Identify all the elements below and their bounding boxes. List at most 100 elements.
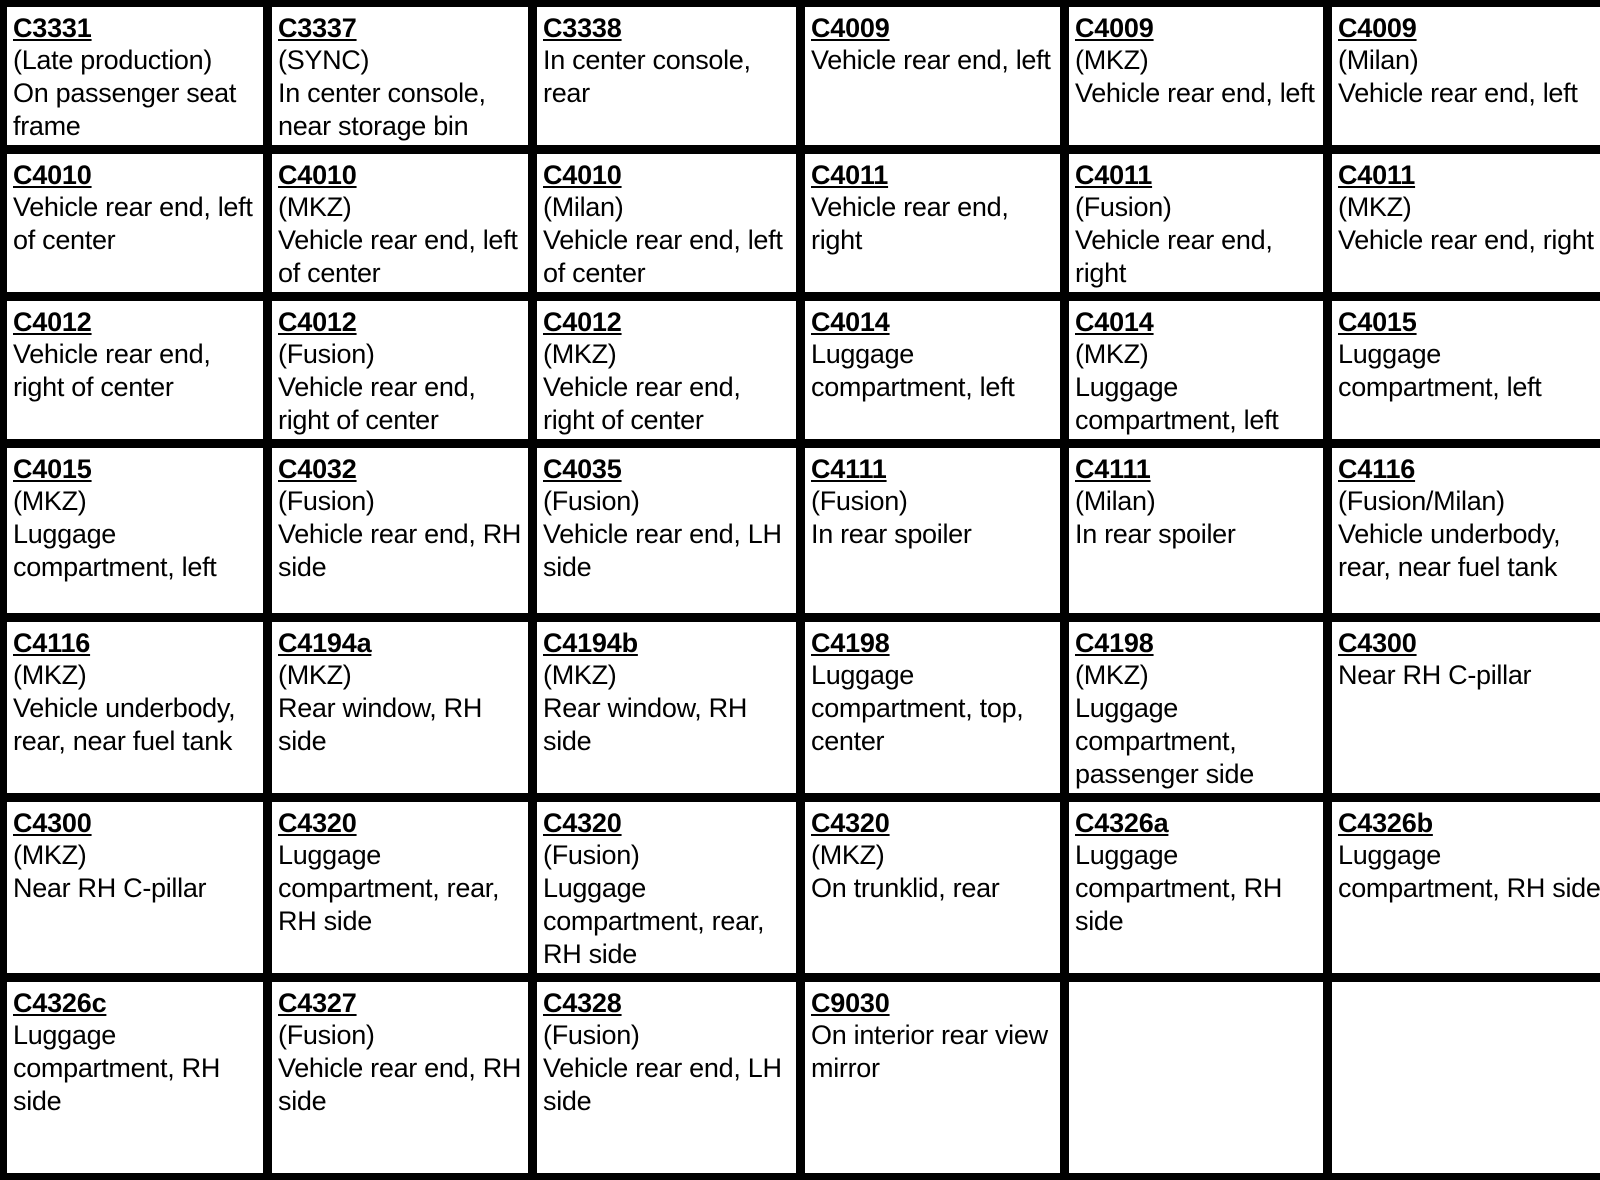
connector-location-description: In rear spoiler	[1075, 519, 1236, 549]
connector-id: C4194a	[278, 628, 372, 658]
connector-location-description: In center console, rear	[543, 45, 751, 108]
connector-id: C4326b	[1338, 808, 1433, 838]
connector-id: C4010	[13, 160, 92, 190]
connector-cell-body: C3331 (Late production) On passenger seat …	[5, 5, 265, 147]
connector-location-description: Luggage compartment, left	[1075, 372, 1279, 435]
connector-location-description: Luggage compartment, rear, RH side	[543, 873, 765, 969]
connector-location-description: Luggage compartment, rear, RH side	[278, 840, 500, 936]
connector-id: C4035	[543, 454, 622, 484]
table-row: C4012 Vehicle rear end, right of center C4…	[5, 299, 1600, 446]
connector-cell: C4116 (MKZ) Vehicle underbody, rear, near …	[5, 620, 270, 800]
connector-cell: C4035 (Fusion) Vehicle rear end, LH side	[535, 446, 803, 620]
connector-cell-body: C3338 In center console, rear	[535, 5, 798, 147]
connector-cell: C4014 (MKZ) Luggage compartment, left	[1067, 299, 1330, 446]
connector-cell: C4326a Luggage compartment, RH side	[1067, 800, 1330, 980]
connector-cell-body: C4011 (Fusion) Vehicle rear end, right	[1067, 152, 1325, 294]
connector-location-description: Vehicle rear end, left of center	[543, 225, 783, 288]
connector-location-description: In rear spoiler	[811, 519, 972, 549]
connector-cell: C4015 Luggage compartment, left	[1330, 299, 1600, 446]
connector-cell: C4116 (Fusion/Milan) Vehicle underbody, re…	[1330, 446, 1600, 620]
connector-location-description: On trunklid, rear	[811, 873, 1000, 903]
connector-id: C4326c	[13, 988, 107, 1018]
connector-cell: C4320 (Fusion) Luggage compartment, rear, …	[535, 800, 803, 980]
connector-cell: C3337 (SYNC) In center console, near stora…	[270, 5, 535, 152]
connector-location-description: On interior rear view mirror	[811, 1020, 1048, 1083]
connector-variant: (Late production)	[13, 45, 213, 75]
connector-id: C4111	[811, 454, 887, 484]
connector-cell: C4198 (MKZ) Luggage compartment, passenger…	[1067, 620, 1330, 800]
table-row: C4300 (MKZ) Near RH C-pillar C4320 Luggage c…	[5, 800, 1600, 980]
connector-cell-body: C4010 (MKZ) Vehicle rear end, left of cent…	[270, 152, 530, 294]
connector-cell: C4009 (MKZ) Vehicle rear end, left	[1067, 5, 1330, 152]
connector-cell-body: C4014 Luggage compartment, left	[803, 299, 1062, 441]
connector-id: C4012	[278, 307, 357, 337]
connector-location-description: Near RH C-pillar	[13, 873, 207, 903]
connector-cell-body: C4194b (MKZ) Rear window, RH side	[535, 620, 798, 795]
connector-cell-body: C3337 (SYNC) In center console, near stora…	[270, 5, 530, 147]
connector-variant: (Fusion)	[278, 1020, 375, 1050]
connector-location-description: Luggage compartment, passenger side	[1075, 693, 1254, 789]
connector-location-description: Vehicle rear end, right of center	[13, 339, 211, 402]
connector-id: C4014	[1075, 307, 1154, 337]
connector-cell: C4011 Vehicle rear end, right	[803, 152, 1067, 299]
connector-location-description: Vehicle underbody, rear, near fuel tank	[13, 693, 236, 756]
connector-cell: C4300 Near RH C-pillar	[1330, 620, 1600, 800]
connector-cell-body: C4198 (MKZ) Luggage compartment, passenger…	[1067, 620, 1325, 795]
connector-cell-body: C4009 Vehicle rear end, left	[803, 5, 1062, 147]
connector-variant: (MKZ)	[1075, 339, 1149, 369]
connector-location-description: Vehicle rear end, right	[1075, 225, 1273, 288]
connector-cell: C4111 (Fusion) In rear spoiler	[803, 446, 1067, 620]
connector-location-description: Vehicle rear end, left	[811, 45, 1051, 75]
connector-cell: C4012 (Fusion) Vehicle rear end, right of …	[270, 299, 535, 446]
connector-location-description: Vehicle rear end, right of center	[543, 372, 741, 435]
connector-location-description: Luggage compartment, RH side	[1338, 840, 1600, 903]
connector-location-description: Vehicle rear end, left	[1338, 78, 1578, 108]
connector-variant: (MKZ)	[278, 660, 352, 690]
connector-variant: (Fusion)	[543, 840, 640, 870]
connector-id: C4194b	[543, 628, 638, 658]
connector-id: C9030	[811, 988, 890, 1018]
connector-cell-body: C4010 Vehicle rear end, left of center	[5, 152, 265, 294]
connector-cell-body: C4032 (Fusion) Vehicle rear end, RH side	[270, 446, 530, 615]
connector-id: C4032	[278, 454, 357, 484]
connector-table-body: C3331 (Late production) On passenger seat …	[5, 5, 1600, 1175]
connector-id: C4328	[543, 988, 622, 1018]
connector-cell: C4010 Vehicle rear end, left of center	[5, 152, 270, 299]
connector-location-description: Vehicle rear end, right of center	[278, 372, 476, 435]
connector-location-description: Vehicle rear end, RH side	[278, 519, 522, 582]
connector-id: C3331	[13, 13, 92, 43]
connector-cell: C4012 (MKZ) Vehicle rear end, right of cen…	[535, 299, 803, 446]
connector-variant: (MKZ)	[13, 840, 87, 870]
connector-cell: C4320 Luggage compartment, rear, RH side	[270, 800, 535, 980]
connector-variant: (Fusion/Milan)	[1338, 486, 1505, 516]
connector-cell-empty	[1330, 980, 1600, 1175]
connector-variant: (MKZ)	[1075, 660, 1149, 690]
connector-location-description: Luggage compartment, RH side	[1075, 840, 1283, 936]
connector-cell-body: C4300 (MKZ) Near RH C-pillar	[5, 800, 265, 975]
empty-placeholder	[1075, 987, 1321, 1171]
connector-cell: C4009 (Milan) Vehicle rear end, left	[1330, 5, 1600, 152]
connector-id: C4111	[1075, 454, 1151, 484]
connector-id: C4015	[13, 454, 92, 484]
connector-id: C4320	[811, 808, 890, 838]
connector-id: C4009	[1338, 13, 1417, 43]
connector-id: C3337	[278, 13, 357, 43]
connector-id: C4015	[1338, 307, 1417, 337]
table-row: C3331 (Late production) On passenger seat …	[5, 5, 1600, 152]
connector-cell-body	[1330, 980, 1600, 1175]
connector-cell-body: C4194a (MKZ) Rear window, RH side	[270, 620, 530, 795]
table-row: C4015 (MKZ) Luggage compartment, left C4032…	[5, 446, 1600, 620]
connector-variant: (MKZ)	[543, 339, 617, 369]
connector-cell: C4328 (Fusion) Vehicle rear end, LH side	[535, 980, 803, 1175]
connector-cell-body: C4014 (MKZ) Luggage compartment, left	[1067, 299, 1325, 441]
connector-cell-body: C4012 (Fusion) Vehicle rear end, right of …	[270, 299, 530, 441]
connector-cell: C4012 Vehicle rear end, right of center	[5, 299, 270, 446]
connector-cell: C4194a (MKZ) Rear window, RH side	[270, 620, 535, 800]
connector-cell: C4198 Luggage compartment, top, center	[803, 620, 1067, 800]
connector-cell-body: C4011 Vehicle rear end, right	[803, 152, 1062, 294]
connector-variant: (MKZ)	[13, 486, 87, 516]
connector-variant: (MKZ)	[13, 660, 87, 690]
connector-cell: C4010 (Milan) Vehicle rear end, left of ce…	[535, 152, 803, 299]
connector-cell: C4014 Luggage compartment, left	[803, 299, 1067, 446]
connector-cell-body: C4320 (MKZ) On trunklid, rear	[803, 800, 1062, 975]
